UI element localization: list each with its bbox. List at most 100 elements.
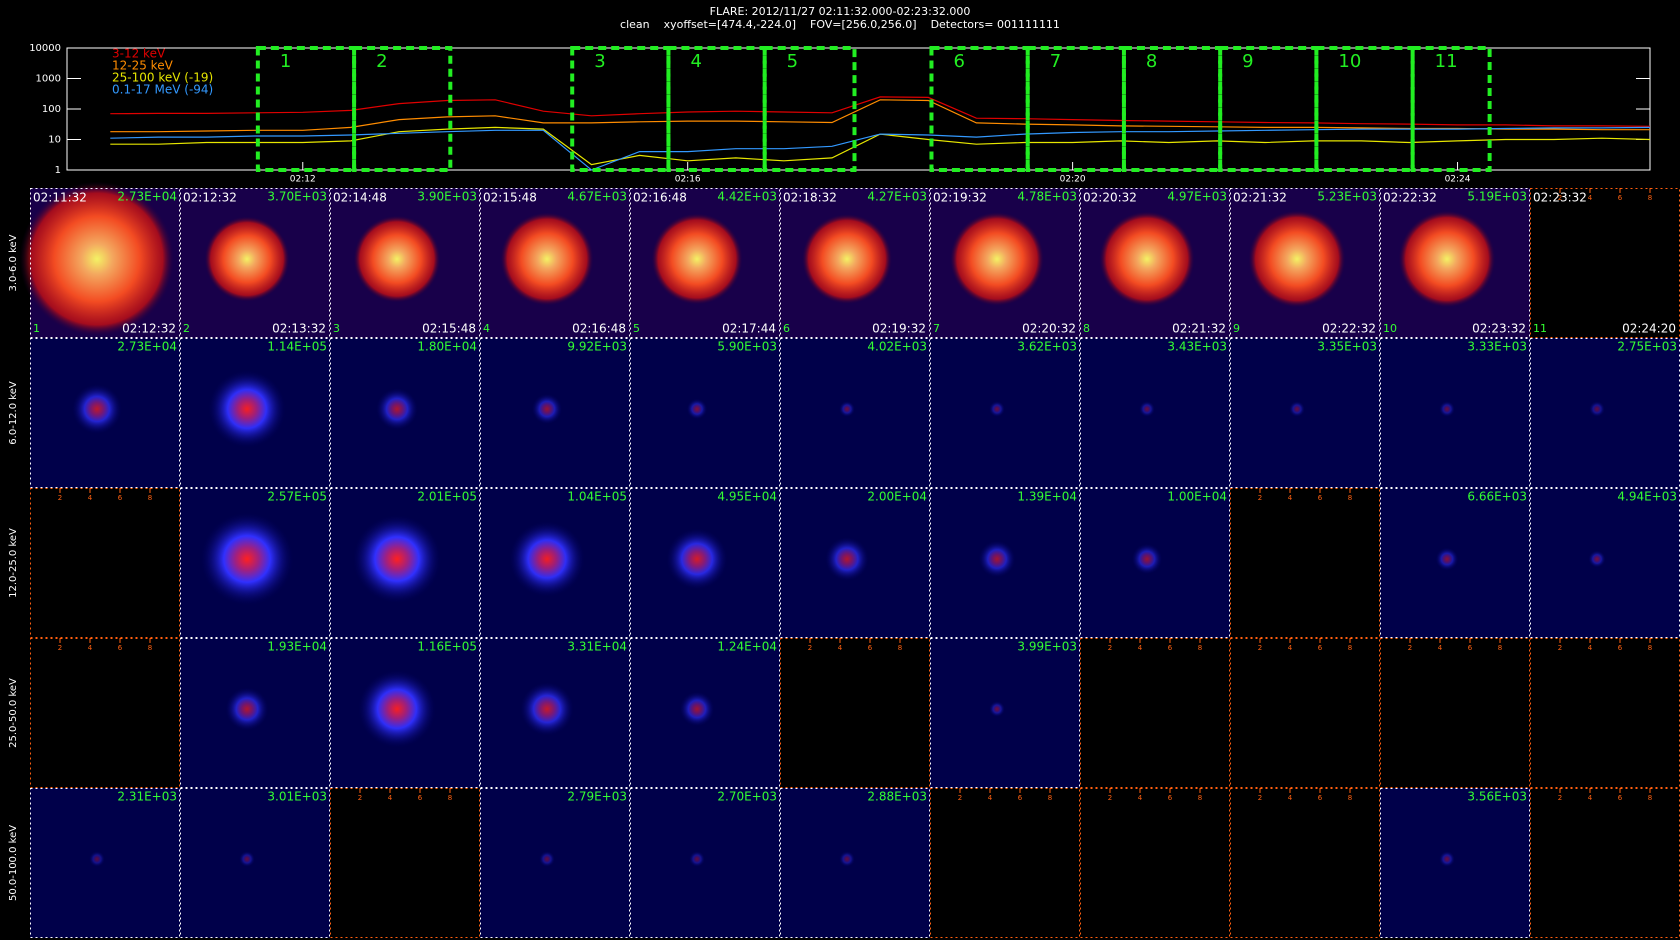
panel-border xyxy=(330,188,480,338)
interval-box xyxy=(570,46,671,172)
image-panel: 2 4 6 8 xyxy=(1230,488,1380,638)
panel-border xyxy=(180,788,330,938)
empty-panel-tick-label: 8 xyxy=(448,794,452,802)
series-line xyxy=(110,99,1650,133)
source-blob xyxy=(208,370,286,448)
image-panel: 1.80E+04 xyxy=(330,338,480,488)
panel-background xyxy=(1530,488,1680,638)
image-panel: 3.99E+03 xyxy=(930,638,1080,788)
peak-label: 1.93E+04 xyxy=(267,640,327,654)
x-tick-label: 02:20 xyxy=(1060,175,1086,185)
source-blob xyxy=(19,181,175,337)
panel-number: 1 xyxy=(33,322,40,335)
y-tick-label: 10000 xyxy=(29,43,61,54)
source-blob xyxy=(89,851,105,867)
panel-border xyxy=(480,788,630,938)
empty-panel-tick-label: 2 xyxy=(1408,644,1412,652)
image-panel: 5.19E+03 02:22:32 02:23:32 10 xyxy=(1380,188,1530,338)
panel-border xyxy=(30,338,180,488)
image-panel: 5.90E+03 xyxy=(630,338,780,488)
interval-box xyxy=(929,46,1030,172)
image-panel: 1.93E+04 xyxy=(180,638,330,788)
peak-label: 4.95E+04 xyxy=(717,490,777,504)
energy-label: 12.0-25.0 keV xyxy=(8,528,19,598)
empty-panel-tick-label: 8 xyxy=(1348,494,1352,502)
interval-number: 11 xyxy=(1435,51,1458,72)
panel-border xyxy=(480,638,630,788)
empty-panel-tick-label: 4 xyxy=(1288,794,1293,802)
panel-border xyxy=(1380,338,1530,488)
panel-start-time: 02:22:32 xyxy=(1383,191,1437,205)
source-blob xyxy=(989,401,1005,417)
empty-panel xyxy=(1530,638,1680,788)
panel-border xyxy=(180,188,330,338)
peak-label: 4.27E+03 xyxy=(867,190,927,204)
empty-panel-tick-label: 8 xyxy=(1348,794,1352,802)
empty-panel-tick-label: 8 xyxy=(1198,644,1202,652)
peak-label: 2.88E+03 xyxy=(867,790,927,804)
image-panel: 1.16E+05 xyxy=(330,638,480,788)
source-blob xyxy=(509,521,585,597)
image-panel: 3.31E+04 xyxy=(480,638,630,788)
panel-border xyxy=(1230,338,1380,488)
series-line xyxy=(110,96,1651,127)
image-panel: 2 4 6 8 xyxy=(1080,638,1230,788)
image-panel: 6.66E+03 xyxy=(1380,488,1530,638)
empty-panel xyxy=(1530,788,1680,938)
empty-panel-tick-label: 6 xyxy=(1618,194,1623,202)
panel-start-time: 02:23:32 xyxy=(1533,191,1587,205)
empty-panel-tick-label: 8 xyxy=(1048,794,1052,802)
empty-panel xyxy=(1080,788,1230,938)
interval-number: 6 xyxy=(953,51,964,72)
panel-border xyxy=(780,188,930,338)
source-blob xyxy=(72,384,122,434)
empty-panel-tick-label: 8 xyxy=(1648,794,1652,802)
y-tick-label: 10 xyxy=(48,135,61,146)
panel-start-time: 02:18:32 xyxy=(783,191,837,205)
panel-number: 3 xyxy=(333,322,340,335)
image-panel: 4.78E+03 02:19:32 02:20:32 7 xyxy=(930,188,1080,338)
interval-box xyxy=(1025,46,1126,172)
panel-background xyxy=(930,638,1080,788)
empty-panel-tick-label: 2 xyxy=(1258,494,1262,502)
peak-label: 1.14E+05 xyxy=(267,340,327,354)
source-blob xyxy=(358,670,436,748)
empty-panel-tick-label: 4 xyxy=(988,794,993,802)
peak-label: 3.70E+03 xyxy=(267,190,327,204)
empty-panel-tick-label: 4 xyxy=(1588,794,1593,802)
panel-border xyxy=(930,638,1080,788)
panel-background xyxy=(1380,788,1530,938)
panel-border xyxy=(180,638,330,788)
peak-label: 4.67E+03 xyxy=(567,190,627,204)
panel-number: 7 xyxy=(933,322,940,335)
source-blob xyxy=(1439,851,1455,867)
source-blob xyxy=(1131,543,1163,575)
peak-label: 1.80E+04 xyxy=(417,340,477,354)
peak-label: 1.00E+04 xyxy=(1167,490,1227,504)
empty-panel-tick-label: 8 xyxy=(1498,644,1502,652)
source-blob xyxy=(1248,210,1346,308)
empty-panel-tick-label: 6 xyxy=(418,794,423,802)
peak-label: 4.97E+03 xyxy=(1167,190,1227,204)
peak-label: 1.04E+05 xyxy=(567,490,627,504)
interval-box xyxy=(762,46,857,172)
energy-label: 25.0-50.0 keV xyxy=(8,678,19,748)
empty-panel-tick-label: 4 xyxy=(1288,644,1293,652)
panel-end-time: 02:13:32 xyxy=(272,322,326,336)
panel-end-time: 02:19:32 xyxy=(872,322,926,336)
source-blob xyxy=(1289,401,1305,417)
panel-border xyxy=(180,488,330,638)
empty-panel-tick-label: 2 xyxy=(58,494,62,502)
x-tick-label: 02:12 xyxy=(290,175,316,185)
empty-panel-tick-label: 6 xyxy=(1468,644,1473,652)
peak-label: 3.99E+03 xyxy=(1017,640,1077,654)
image-panel: 2.31E+03 xyxy=(30,788,180,938)
interval-number: 8 xyxy=(1146,51,1157,72)
panel-end-time: 02:17:44 xyxy=(722,322,776,336)
empty-panel-tick-label: 6 xyxy=(1168,644,1173,652)
image-panel: 2 4 6 8 xyxy=(30,488,180,638)
peak-label: 3.01E+03 xyxy=(267,790,327,804)
empty-panel xyxy=(330,788,480,938)
source-blob xyxy=(686,398,708,420)
